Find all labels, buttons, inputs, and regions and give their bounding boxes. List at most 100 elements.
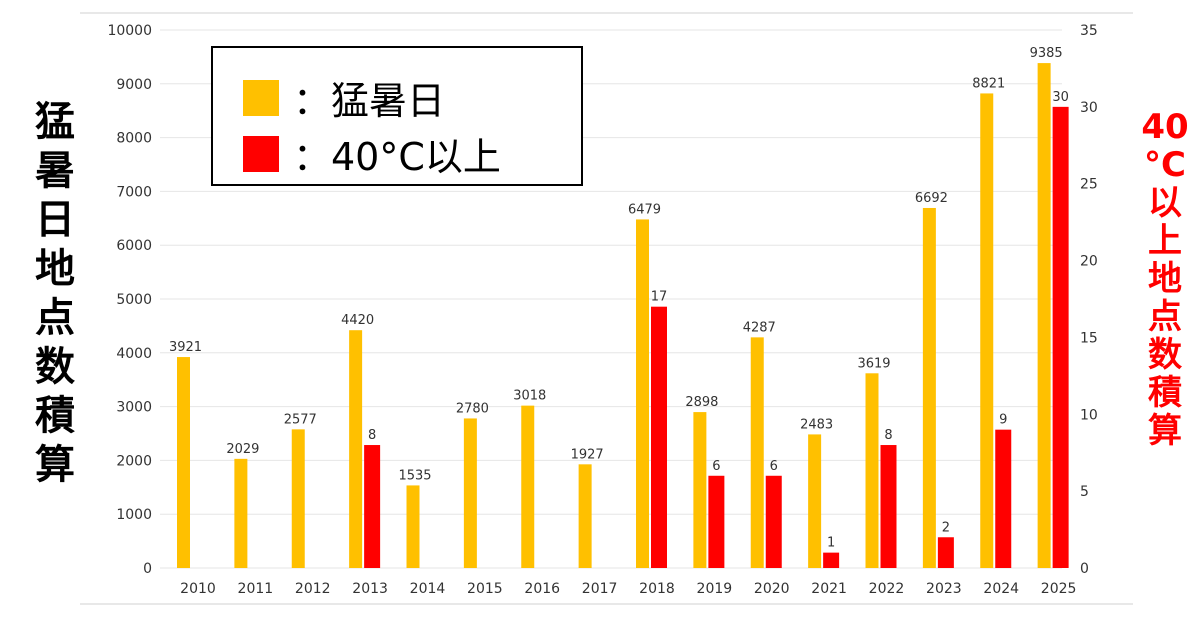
- data-label-40c: 8: [368, 428, 376, 443]
- bar-heat-days: [980, 93, 994, 568]
- x-tick-label: 2019: [697, 581, 733, 597]
- y-axis-label-left-char: 日: [35, 197, 75, 243]
- bar-heat-days: [291, 429, 305, 568]
- y-tick-label-right: 15: [1080, 330, 1098, 346]
- y-axis-label-right-char: 算: [1148, 411, 1182, 451]
- x-tick-label: 2016: [524, 581, 560, 597]
- bar-40c: [765, 475, 782, 568]
- legend-item-40c: ：40°C以上: [243, 126, 501, 181]
- bar-40c: [651, 306, 667, 568]
- y-axis-label-right-char: 点: [1148, 297, 1182, 337]
- y-axis-label-left-char: 算: [35, 442, 75, 488]
- data-label-heat-days: 3018: [513, 389, 546, 404]
- y-tick-label-left: 4000: [116, 346, 152, 362]
- y-tick-label-left: 7000: [116, 184, 152, 200]
- bar-40c: [937, 537, 954, 568]
- data-label-heat-days: 2577: [284, 412, 317, 427]
- bar-heat-days: [750, 337, 764, 568]
- data-label-40c: 8: [884, 428, 892, 443]
- data-label-40c: 17: [651, 290, 668, 305]
- data-label-heat-days: 1535: [398, 468, 431, 483]
- bar-40c: [823, 552, 840, 568]
- bar-heat-days: [234, 458, 248, 568]
- data-label-40c: 6: [770, 459, 778, 474]
- legend: ：猛暑日 ：40°C以上: [211, 46, 583, 186]
- y-tick-label-right: 0: [1080, 561, 1089, 577]
- bar-40c: [708, 475, 725, 568]
- y-axis-label-right: 40 °C 以上地点数積算: [1135, 108, 1195, 450]
- y-axis-label-right-char: °C: [1144, 145, 1186, 185]
- legend-label-heat-days: ：猛暑日: [293, 79, 446, 123]
- bar-heat-days: [177, 357, 190, 568]
- x-tick-label: 2017: [582, 581, 618, 597]
- x-tick-label: 2025: [1041, 581, 1077, 597]
- x-tick-label: 2020: [754, 581, 790, 597]
- y-tick-label-left: 6000: [116, 238, 152, 254]
- x-tick-label: 2010: [180, 581, 216, 597]
- data-label-heat-days: 9385: [1030, 46, 1063, 61]
- x-tick-label: 2015: [467, 581, 503, 597]
- bar-heat-days: [865, 373, 879, 568]
- y-axis-label-right-char: 数: [1148, 335, 1182, 375]
- y-axis-label-right-char: 地: [1148, 259, 1182, 299]
- bar-40c: [1052, 106, 1069, 568]
- y-tick-label-right: 20: [1080, 254, 1098, 270]
- x-tick-label: 2011: [238, 581, 274, 597]
- x-tick-label: 2014: [410, 581, 446, 597]
- y-tick-label-right: 10: [1080, 407, 1098, 423]
- data-label-heat-days: 2029: [226, 442, 259, 457]
- y-axis-label-right-char: 以: [1148, 183, 1182, 223]
- y-tick-label-left: 0: [143, 561, 152, 577]
- data-label-heat-days: 2483: [800, 417, 833, 432]
- bar-40c: [364, 445, 381, 568]
- bar-heat-days: [636, 219, 649, 568]
- data-label-heat-days: 2898: [685, 395, 718, 410]
- data-label-heat-days: 3921: [169, 340, 202, 355]
- data-label-heat-days: 3619: [857, 356, 890, 371]
- data-label-40c: 6: [712, 459, 720, 474]
- y-tick-label-right: 35: [1080, 23, 1098, 39]
- legend-swatch-40c: [243, 135, 279, 172]
- x-tick-label: 2013: [352, 581, 388, 597]
- bar-heat-days: [808, 434, 822, 568]
- data-labels: 3921202925774420815352780301819276479172…: [169, 46, 1069, 551]
- bar-heat-days: [693, 412, 707, 568]
- bar-heat-days: [463, 418, 477, 568]
- y-axis-label-left-char: 暑: [35, 148, 75, 194]
- data-label-40c: 30: [1052, 90, 1069, 105]
- bar-heat-days: [578, 464, 592, 568]
- y-tick-label-left: 9000: [116, 77, 152, 93]
- data-label-heat-days: 2780: [456, 401, 489, 416]
- data-label-40c: 2: [942, 520, 950, 535]
- y-tick-label-right: 25: [1080, 177, 1098, 193]
- y-axis-label-left-char: 積: [35, 393, 75, 439]
- y-axis-label-right-char: 積: [1148, 373, 1182, 413]
- y-tick-label-right: 30: [1080, 100, 1098, 116]
- y-axis-label-left-char: 数: [35, 344, 75, 390]
- y-tick-label-left: 3000: [116, 400, 152, 416]
- legend-swatch-heat-days: [243, 79, 279, 116]
- data-label-40c: 1: [827, 536, 835, 551]
- data-label-40c: 9: [999, 413, 1007, 428]
- data-label-heat-days: 4420: [341, 313, 374, 328]
- y-tick-label-right: 5: [1080, 484, 1089, 500]
- y-tick-label-left: 5000: [116, 292, 152, 308]
- bar-heat-days: [1037, 63, 1051, 568]
- x-tick-label: 2018: [639, 581, 675, 597]
- y-tick-label-left: 2000: [116, 453, 152, 469]
- bar-heat-days: [349, 330, 363, 568]
- y-axis-label-left-char: 猛: [35, 99, 75, 145]
- bars: [177, 63, 1069, 568]
- x-tick-label: 2022: [869, 581, 905, 597]
- data-label-heat-days: 6479: [628, 202, 661, 217]
- bar-40c: [995, 429, 1012, 568]
- y-axis-label-left: 猛暑日地点数積算: [30, 98, 80, 490]
- data-label-heat-days: 8821: [972, 76, 1005, 91]
- legend-item-heat-days: ：猛暑日: [243, 70, 445, 125]
- bar-heat-days: [521, 405, 535, 568]
- y-axis-label-left-char: 地: [35, 246, 75, 292]
- x-tick-label: 2023: [926, 581, 962, 597]
- x-tick-label: 2024: [983, 581, 1019, 597]
- bar-heat-days: [406, 485, 420, 568]
